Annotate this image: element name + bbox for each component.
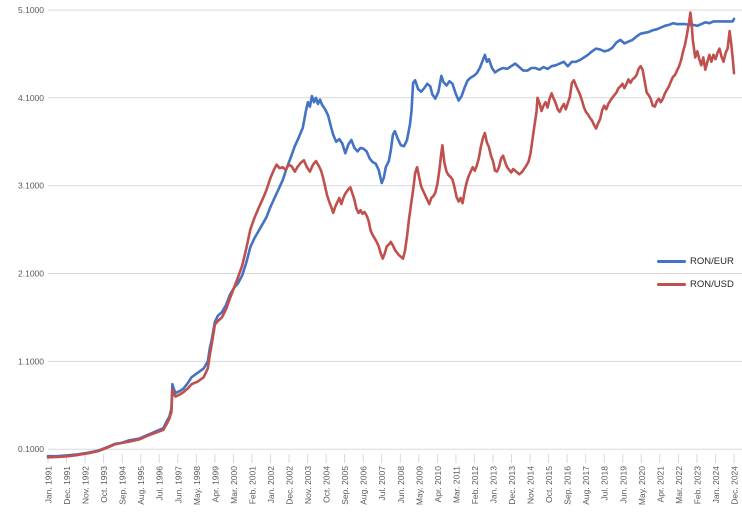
x-tick-label: Oct. 2004 (322, 466, 332, 503)
x-tick-label: May. 1998 (192, 466, 202, 505)
x-tick-label: Dec. 2024 (730, 466, 740, 505)
x-tick-label: Oct. 1993 (99, 466, 109, 503)
x-tick-label: Jan. 2002 (266, 466, 276, 504)
x-tick-label: Nov. 1992 (81, 466, 91, 504)
x-tick-label: Apr. 2021 (655, 466, 665, 503)
x-tick-label: Sep. 2016 (563, 466, 573, 505)
x-tick-label: Dec. 2013 (507, 466, 517, 505)
y-tick-label: 5.1000 (18, 5, 44, 15)
x-tick-label: Sep. 1994 (118, 466, 128, 505)
x-tick-label: Mar. 2011 (451, 466, 461, 503)
x-tick-label: May. 2009 (414, 466, 424, 505)
legend-item-ron-eur: RON/EUR (657, 255, 734, 268)
legend-label-ron-eur: RON/EUR (690, 256, 734, 267)
x-tick-label: Jul. 2018 (600, 466, 610, 501)
series-line-ron-eur (46, 17, 736, 458)
x-tick-label: Aug. 1995 (136, 466, 146, 505)
x-tick-label: Sep. 2005 (340, 466, 350, 505)
x-tick-label: May. 2020 (637, 466, 647, 505)
y-tick-label: 3.1000 (18, 181, 44, 191)
x-tick-label: Aug. 2006 (359, 466, 369, 505)
legend-line-sample-ron-usd (657, 283, 686, 286)
x-tick-label: Jan. 2024 (711, 466, 721, 504)
x-tick-label: Feb. 2012 (470, 466, 480, 505)
x-tick-label: Jun. 2019 (618, 466, 628, 504)
legend: RON/EUR RON/USD (657, 255, 734, 301)
x-tick-label: Jan. 2013 (489, 466, 499, 504)
x-tick-label: Apr. 1999 (210, 466, 220, 503)
x-tick-label: Jan. 1991 (44, 466, 54, 504)
x-tick-label: Feb. 2001 (247, 466, 257, 505)
x-tick-label: Apr. 2010 (433, 466, 443, 503)
x-tick-label: Dec. 1991 (62, 466, 72, 505)
x-tick-label: Jul. 2007 (377, 466, 387, 501)
x-tick-label: Mar. 2022 (674, 466, 684, 504)
x-tick-label: Feb. 2023 (692, 466, 702, 505)
x-tick-label: Nov. 2003 (303, 466, 313, 504)
legend-item-ron-usd: RON/USD (657, 278, 734, 291)
x-tick-label: Jun. 1997 (173, 466, 183, 504)
x-tick-label: Jun. 2008 (396, 466, 406, 504)
x-tick-label: Jul. 1996 (155, 466, 165, 501)
x-tick-label: Dec. 2002 (285, 466, 295, 505)
legend-line-sample-ron-eur (657, 260, 686, 263)
x-tick-label: Aug. 2017 (581, 466, 591, 505)
x-tick-label: Mar. 2000 (229, 466, 239, 504)
y-tick-label: 0.1000 (18, 444, 44, 454)
x-tick-label: Oct. 2015 (544, 466, 554, 503)
y-tick-label: 4.1000 (18, 93, 44, 103)
y-tick-label: 2.1000 (18, 269, 44, 279)
y-tick-label: 1.1000 (18, 356, 44, 366)
series-line-ron-usd (46, 11, 736, 459)
legend-label-ron-usd: RON/USD (690, 279, 734, 290)
x-tick-label: Nov. 2014 (526, 466, 536, 504)
